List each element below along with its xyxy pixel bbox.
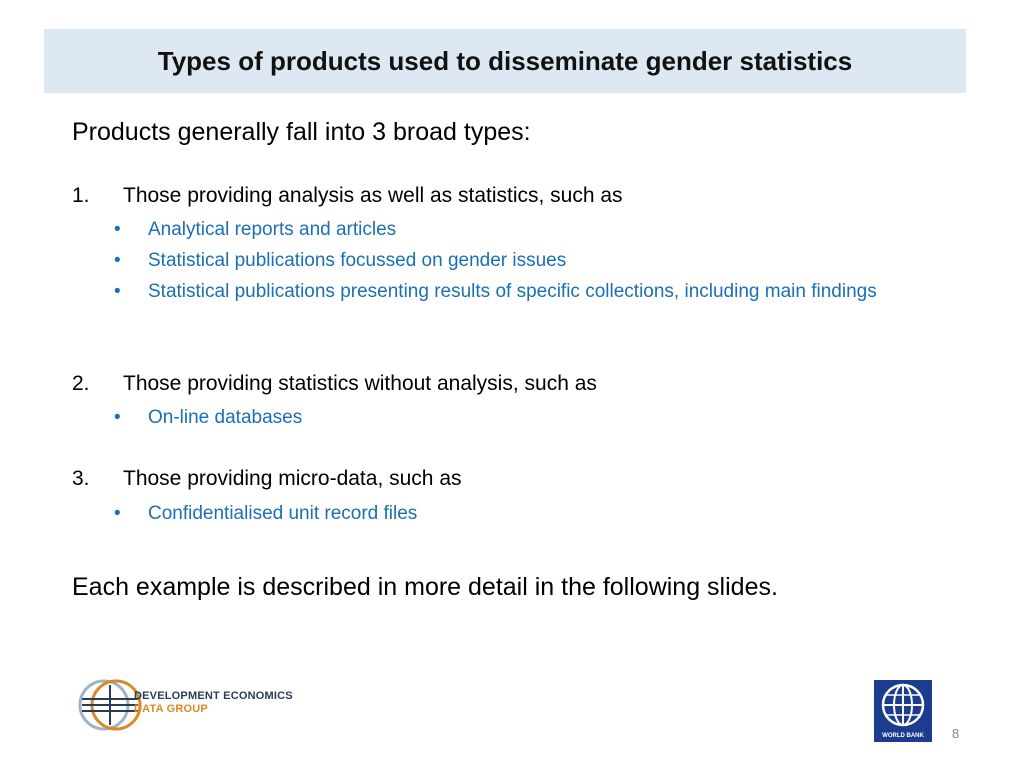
item-number: 2. (72, 372, 90, 395)
sub-item-text: Confidentialised unit record files (148, 503, 418, 524)
item-number: 1. (72, 184, 90, 207)
intro-text: Products generally fall into 3 broad typ… (72, 118, 531, 146)
logo-line-1: DEVELOPMENT ECONOMICS (134, 690, 293, 702)
sub-item-text: Statistical publications presenting resu… (148, 281, 877, 302)
title-bar: Types of products used to disseminate ge… (44, 29, 966, 93)
bullet-icon: • (114, 281, 121, 302)
world-bank-logo: WORLD BANK (874, 680, 932, 742)
sub-item-text: Statistical publications focussed on gen… (148, 250, 567, 271)
bullet-icon: • (114, 219, 121, 240)
closing-text: Each example is described in more detail… (72, 573, 778, 601)
item-number: 3. (72, 467, 90, 490)
globe-icon (881, 683, 925, 727)
logo-text: DEVELOPMENT ECONOMICS DATA GROUP (134, 690, 293, 716)
bullet-icon: • (114, 503, 121, 524)
slide-title: Types of products used to disseminate ge… (157, 45, 853, 76)
bullet-icon: • (114, 250, 121, 271)
page-number: 8 (952, 726, 960, 741)
item-text: Those providing analysis as well as stat… (123, 184, 623, 207)
sub-item-text: Analytical reports and articles (148, 219, 397, 240)
world-bank-text: WORLD BANK (882, 733, 924, 739)
item-text: Those providing micro-data, such as (123, 467, 462, 490)
sub-item-text: On-line databases (148, 407, 303, 428)
item-text: Those providing statistics without analy… (123, 372, 597, 395)
bullet-icon: • (114, 407, 121, 428)
logo-line-2: DATA GROUP (134, 703, 208, 715)
development-economics-logo-icon (78, 679, 142, 731)
